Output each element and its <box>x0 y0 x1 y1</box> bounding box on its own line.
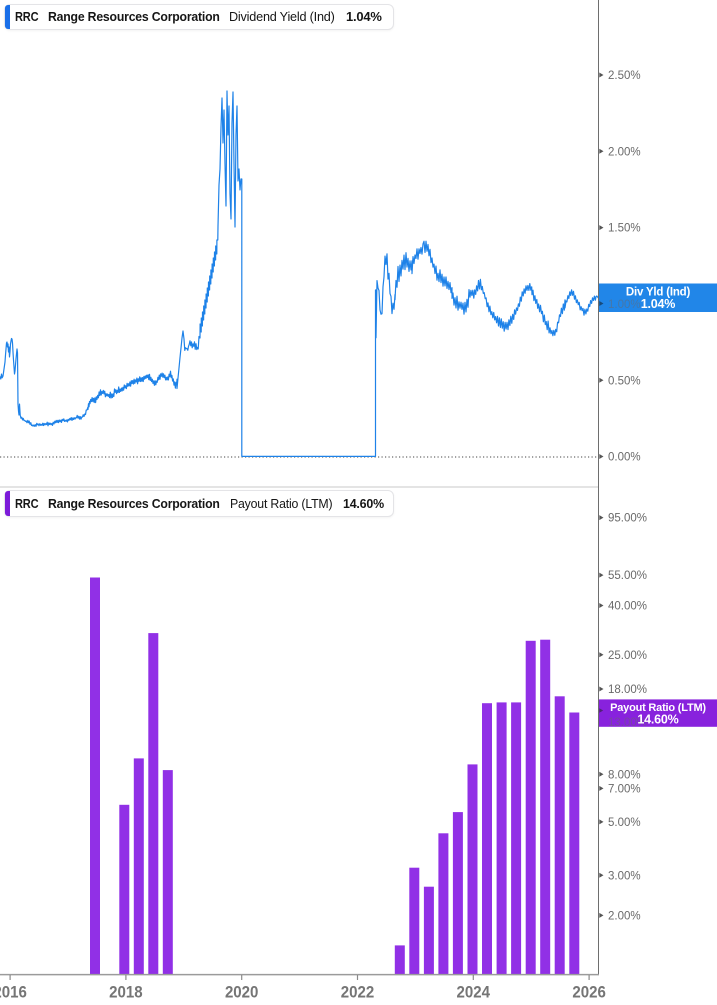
svg-text:Payout Ratio (LTM): Payout Ratio (LTM) <box>610 702 706 714</box>
svg-text:13.00%: 13.00% <box>608 717 647 729</box>
svg-text:2.00%: 2.00% <box>608 146 641 158</box>
svg-text:2020: 2020 <box>225 984 259 1002</box>
svg-text:2022: 2022 <box>341 984 375 1002</box>
svg-text:Div Yld (Ind): Div Yld (Ind) <box>626 286 691 298</box>
svg-text:25.00%: 25.00% <box>608 650 647 662</box>
svg-text:2024: 2024 <box>457 984 491 1002</box>
svg-text:7.00%: 7.00% <box>608 784 641 796</box>
svg-text:1.00%: 1.00% <box>608 299 641 311</box>
svg-text:55.00%: 55.00% <box>608 570 647 582</box>
svg-text:2.50%: 2.50% <box>608 70 641 82</box>
svg-text:2016: 2016 <box>0 984 27 1002</box>
svg-text:5.00%: 5.00% <box>608 817 641 829</box>
svg-text:1.04%: 1.04% <box>641 297 676 311</box>
svg-text:14.60%: 14.60% <box>637 713 678 727</box>
svg-text:8.00%: 8.00% <box>608 769 641 781</box>
svg-text:3.00%: 3.00% <box>608 870 641 882</box>
svg-text:0.00%: 0.00% <box>608 452 641 464</box>
svg-text:2018: 2018 <box>109 984 143 1002</box>
svg-text:95.00%: 95.00% <box>608 513 647 525</box>
svg-text:40.00%: 40.00% <box>608 601 647 613</box>
svg-text:18.00%: 18.00% <box>608 684 647 696</box>
svg-text:1.50%: 1.50% <box>608 223 641 235</box>
svg-text:2.00%: 2.00% <box>608 911 641 923</box>
svg-text:0.50%: 0.50% <box>608 375 641 387</box>
svg-text:2026: 2026 <box>572 984 606 1002</box>
